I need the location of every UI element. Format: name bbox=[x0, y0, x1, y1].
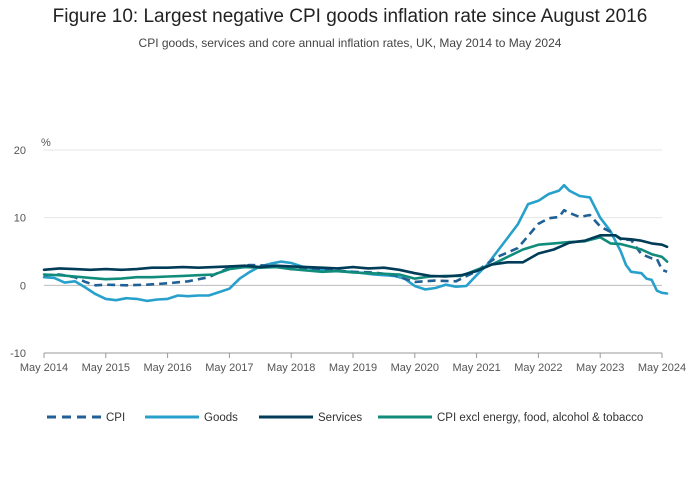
series-line-2 bbox=[42, 234, 669, 278]
x-tick-label: May 2019 bbox=[329, 362, 377, 374]
chart-subtitle: CPI goods, services and core annual infl… bbox=[138, 36, 562, 50]
x-tick-label: May 2021 bbox=[452, 362, 500, 374]
legend: CPI Goods Services CPI excl energy, food, a… bbox=[47, 412, 643, 424]
series-line-0 bbox=[43, 208, 668, 287]
x-tick-label: May 2016 bbox=[143, 362, 191, 374]
chart-title: Figure 10: Largest negative CPI goods in… bbox=[52, 6, 648, 27]
legend-label: Goods bbox=[204, 412, 238, 424]
legend-label: CPI bbox=[106, 412, 125, 424]
series-lines bbox=[42, 183, 669, 303]
x-tick-label: May 2014 bbox=[20, 362, 68, 374]
y-tick-label: -10 bbox=[10, 348, 26, 360]
x-axis: May 2014 May 2015 May 2016 May 2017 May 2018… bbox=[20, 352, 686, 374]
x-tick-label: May 2015 bbox=[82, 362, 130, 374]
y-tick-label: 10 bbox=[14, 213, 26, 225]
y-axis-unit-label: % bbox=[41, 137, 51, 149]
x-tick-label: May 2018 bbox=[267, 362, 315, 374]
x-tick-label: May 2022 bbox=[514, 362, 562, 374]
series-line-3 bbox=[42, 236, 669, 281]
y-tick-label: 20 bbox=[14, 145, 26, 157]
gridlines bbox=[44, 149, 662, 354]
legend-label: Services bbox=[318, 412, 362, 424]
x-tick-label: May 2024 bbox=[638, 362, 686, 374]
y-tick-label: 0 bbox=[20, 280, 26, 292]
x-tick-label: May 2017 bbox=[205, 362, 253, 374]
x-tick-label: May 2023 bbox=[576, 362, 624, 374]
x-tick-label: May 2020 bbox=[391, 362, 439, 374]
y-axis: -10 0 10 20% bbox=[10, 137, 51, 360]
legend-label: CPI excl energy, food, alcohol & tobacco bbox=[437, 412, 643, 424]
